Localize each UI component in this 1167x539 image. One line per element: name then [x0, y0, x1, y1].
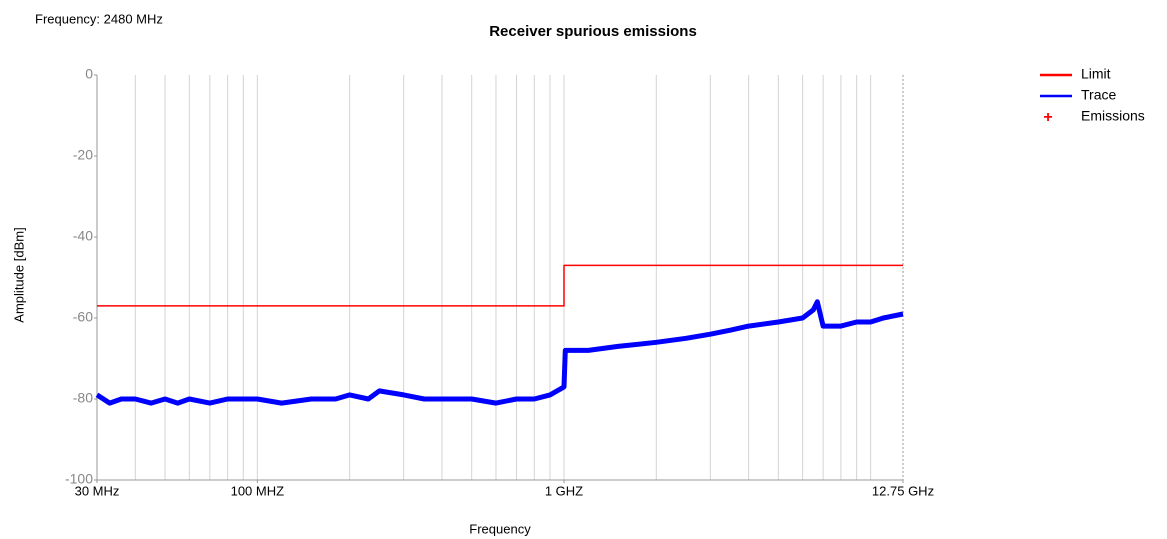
x-axis-label: Frequency: [469, 521, 531, 536]
y-tick-label: 0: [85, 66, 93, 82]
y-tick-label: -80: [73, 390, 93, 406]
legend-marker: +: [1043, 109, 1052, 126]
y-tick-label: -100: [65, 471, 93, 487]
x-tick-label: 1 GHZ: [545, 483, 583, 498]
series-line: [97, 264, 903, 307]
legend-label: Emissions: [1081, 108, 1145, 124]
chart-title: Receiver spurious emissions: [489, 23, 697, 40]
x-tick-label: 100 MHZ: [231, 483, 285, 498]
series-line: [95, 299, 904, 406]
y-axis-label: Amplitude [dBm]: [11, 227, 26, 322]
legend-label: Limit: [1081, 66, 1111, 82]
annotation: Frequency: 2480 MHz: [35, 11, 163, 26]
y-tick-label: -60: [73, 309, 93, 325]
y-tick-label: -40: [73, 228, 93, 244]
y-tick-label: -20: [73, 147, 93, 163]
x-tick-label: 12.75 GHz: [872, 483, 934, 498]
legend-label: Trace: [1081, 87, 1116, 103]
x-tick-label: 30 MHz: [75, 483, 120, 498]
